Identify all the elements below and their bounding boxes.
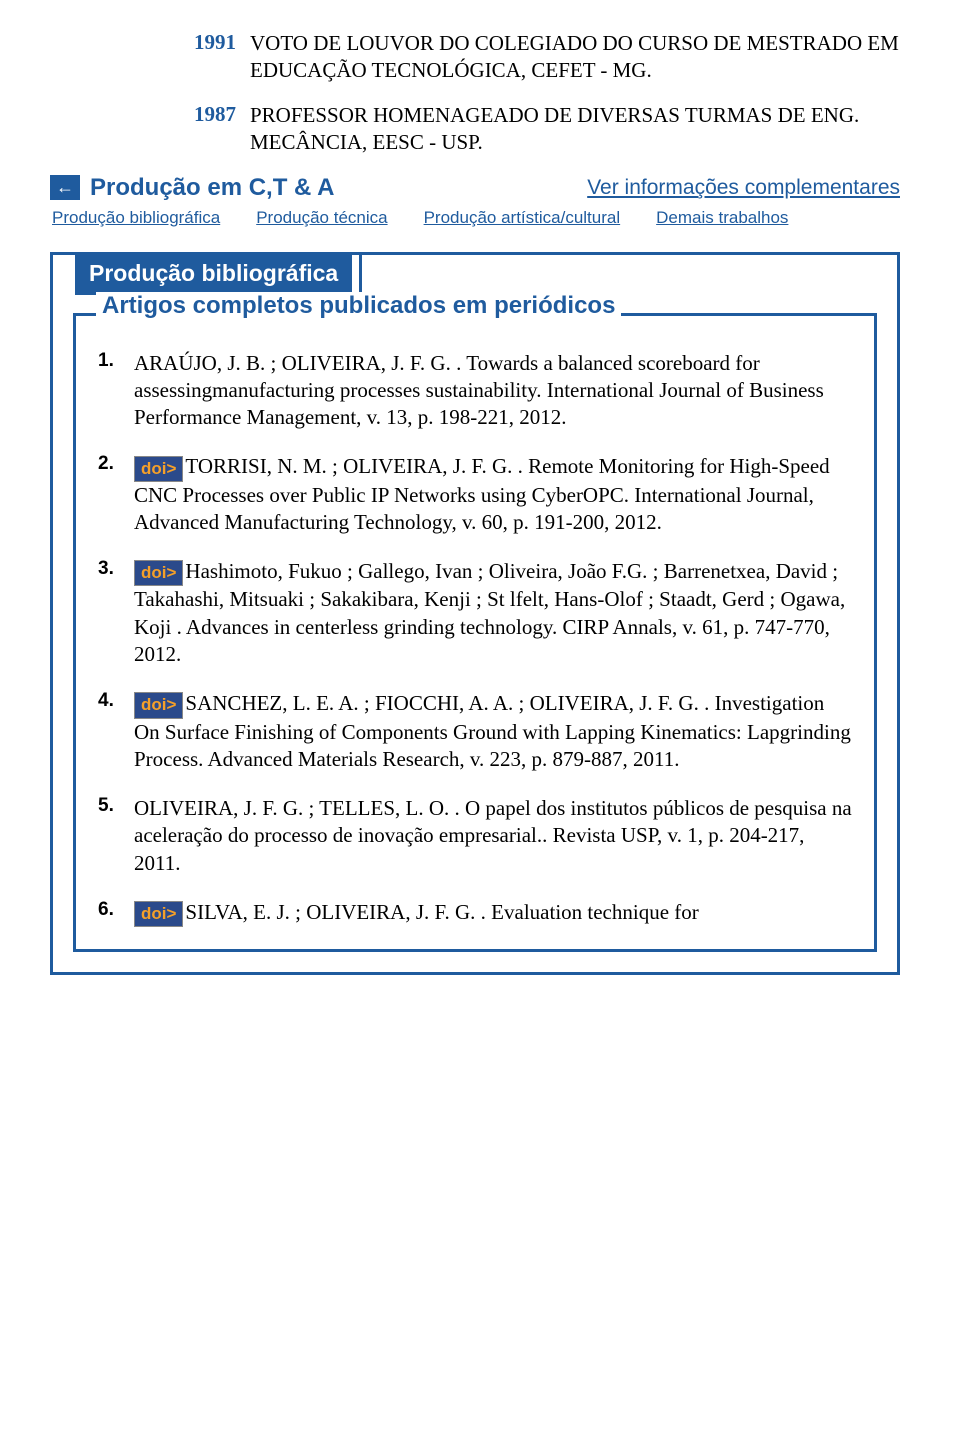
article-item: 3. doi>Hashimoto, Fukuo ; Gallego, Ivan … (98, 558, 852, 668)
article-text: TORRISI, N. M. ; OLIVEIRA, J. F. G. . Re… (134, 454, 830, 534)
nav-links: Produção bibliográfica Produção técnica … (50, 208, 900, 228)
doi-icon[interactable]: doi> (134, 456, 183, 482)
award-item: 1991 VOTO DE LOUVOR DO COLEGIADO DO CURS… (50, 30, 900, 84)
section-header-row: ← Produção em C,T & A Ver informações co… (50, 174, 900, 202)
article-number: 5. (98, 795, 134, 877)
article-text: SANCHEZ, L. E. A. ; FIOCCHI, A. A. ; OLI… (134, 691, 851, 771)
inner-tab-label: Artigos completos publicados em periódic… (96, 292, 621, 319)
inner-tab: Artigos completos publicados em periódic… (96, 292, 621, 320)
doi-icon[interactable]: doi> (134, 901, 183, 927)
frame-tab: Produção bibliográfica (75, 252, 352, 295)
article-body: doi>Hashimoto, Fukuo ; Gallego, Ivan ; O… (134, 558, 852, 668)
article-number: 4. (98, 690, 134, 773)
frame-tab-border (352, 252, 362, 295)
article-number: 2. (98, 453, 134, 536)
article-text: SILVA, E. J. ; OLIVEIRA, J. F. G. . Eval… (185, 900, 698, 924)
article-item: 1. ARAÚJO, J. B. ; OLIVEIRA, J. F. G. . … (98, 350, 852, 432)
article-list: 1. ARAÚJO, J. B. ; OLIVEIRA, J. F. G. . … (98, 350, 852, 928)
article-body: OLIVEIRA, J. F. G. ; TELLES, L. O. . O p… (134, 795, 852, 877)
article-item: 6. doi>SILVA, E. J. ; OLIVEIRA, J. F. G.… (98, 899, 852, 927)
article-body: doi>SILVA, E. J. ; OLIVEIRA, J. F. G. . … (134, 899, 852, 927)
article-item: 5. OLIVEIRA, J. F. G. ; TELLES, L. O. . … (98, 795, 852, 877)
article-text: ARAÚJO, J. B. ; OLIVEIRA, J. F. G. . Tow… (134, 351, 824, 430)
article-number: 3. (98, 558, 134, 668)
articles-frame: Artigos completos publicados em periódic… (73, 313, 877, 953)
nav-link-tecnica[interactable]: Produção técnica (256, 208, 387, 228)
frame-tab-label: Produção bibliográfica (75, 252, 352, 295)
award-item: 1987 PROFESSOR HOMENAGEADO DE DIVERSAS T… (50, 102, 900, 156)
doi-icon[interactable]: doi> (134, 560, 183, 586)
bibliografica-frame: Produção bibliográfica Artigos completos… (50, 252, 900, 976)
nav-link-demais[interactable]: Demais trabalhos (656, 208, 788, 228)
back-icon[interactable]: ← (50, 175, 80, 200)
award-text: PROFESSOR HOMENAGEADO DE DIVERSAS TURMAS… (250, 102, 900, 156)
article-body: ARAÚJO, J. B. ; OLIVEIRA, J. F. G. . Tow… (134, 350, 852, 432)
article-text: Hashimoto, Fukuo ; Gallego, Ivan ; Olive… (134, 559, 845, 666)
article-body: doi>TORRISI, N. M. ; OLIVEIRA, J. F. G. … (134, 453, 852, 536)
article-body: doi>SANCHEZ, L. E. A. ; FIOCCHI, A. A. ;… (134, 690, 852, 773)
nav-link-artistica[interactable]: Produção artística/cultural (424, 208, 621, 228)
award-year: 1987 (50, 102, 250, 156)
complementary-info-link[interactable]: Ver informações complementares (587, 176, 900, 200)
article-item: 4. doi>SANCHEZ, L. E. A. ; FIOCCHI, A. A… (98, 690, 852, 773)
award-year: 1991 (50, 30, 250, 84)
doi-icon[interactable]: doi> (134, 692, 183, 718)
nav-link-bibliografica[interactable]: Produção bibliográfica (52, 208, 220, 228)
section-title: Produção em C,T & A (90, 174, 334, 202)
awards-list: 1991 VOTO DE LOUVOR DO COLEGIADO DO CURS… (50, 30, 900, 156)
article-item: 2. doi>TORRISI, N. M. ; OLIVEIRA, J. F. … (98, 453, 852, 536)
article-text: OLIVEIRA, J. F. G. ; TELLES, L. O. . O p… (134, 796, 852, 875)
article-number: 1. (98, 350, 134, 432)
award-text: VOTO DE LOUVOR DO COLEGIADO DO CURSO DE … (250, 30, 900, 84)
article-number: 6. (98, 899, 134, 927)
